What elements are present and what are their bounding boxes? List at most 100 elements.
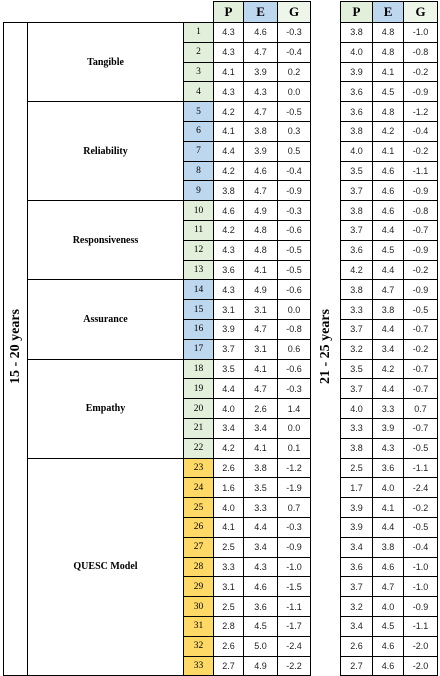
dimension-label: Reliability xyxy=(27,101,184,202)
value-cell: 2.6 xyxy=(213,635,245,657)
value-cell: 1.6 xyxy=(213,477,245,499)
table-row: 13 3.6 4.1 -0.5 4.2 4.4 -0.2 xyxy=(4,259,439,281)
value-cell: 4.7 xyxy=(372,576,405,598)
item-number: 13 xyxy=(182,259,215,281)
value-cell: 4.8 xyxy=(243,219,279,241)
table-row: 26 4.1 4.4 -0.3 3.9 4.4 -0.5 xyxy=(4,516,439,538)
value-cell: 4.5 xyxy=(243,615,279,637)
value-cell: 3.4 xyxy=(243,536,279,558)
value-cell: 3.3 xyxy=(340,417,374,439)
table-row: 25 4.0 3.3 0.7 3.9 4.1 -0.2 xyxy=(4,497,439,518)
value-cell: -0.3 xyxy=(277,22,312,43)
value-cell: 4.1 xyxy=(243,437,279,459)
value-cell: 4.2 xyxy=(372,358,405,380)
item-number: 22 xyxy=(182,437,215,459)
value-cell: 3.6 xyxy=(340,81,374,103)
item-number: 25 xyxy=(182,497,215,518)
table-row: 4 4.3 4.3 0.0 3.6 4.5 -0.9 xyxy=(4,81,439,103)
value-cell: 4.9 xyxy=(243,279,279,301)
item-number: 32 xyxy=(182,635,215,657)
value-cell: 2.7 xyxy=(213,655,245,676)
table-row: 15 - 20 years Tangible 1 4.3 4.6 -0.3 21 - 25 … xyxy=(3,21,439,676)
value-cell: 3.2 xyxy=(340,596,374,617)
value-cell: -0.9 xyxy=(277,536,312,558)
item-number: 15 xyxy=(182,299,215,320)
item-number: 18 xyxy=(182,358,215,380)
item-number: 26 xyxy=(182,516,215,538)
value-cell: -0.8 xyxy=(403,41,439,63)
value-cell: 5.0 xyxy=(243,635,279,657)
item-number: 33 xyxy=(182,655,215,676)
value-cell: 4.2 xyxy=(213,437,245,459)
value-cell: 3.9 xyxy=(340,516,374,538)
value-cell: 0.0 xyxy=(277,299,312,320)
value-cell: 4.8 xyxy=(372,41,405,63)
item-number: 28 xyxy=(182,556,215,578)
value-cell: 4.7 xyxy=(243,180,279,202)
value-cell: 4.4 xyxy=(372,318,405,340)
value-cell: -1.1 xyxy=(403,457,439,479)
value-cell: 4.1 xyxy=(213,120,245,142)
value-cell: 2.6 xyxy=(213,457,245,479)
value-cell: 3.8 xyxy=(340,200,374,221)
item-number: 1 xyxy=(182,22,215,43)
item-number: 30 xyxy=(182,596,215,617)
value-cell: 0.1 xyxy=(277,437,312,459)
value-cell: 3.9 xyxy=(213,318,245,340)
value-cell: 4.1 xyxy=(213,516,245,538)
item-number: 23 xyxy=(182,457,215,479)
value-cell: -1.2 xyxy=(277,457,312,479)
value-cell: 4.8 xyxy=(372,22,405,43)
value-cell: 3.7 xyxy=(340,219,374,241)
value-cell: 3.5 xyxy=(340,160,374,182)
value-cell: 2.6 xyxy=(243,398,279,419)
value-cell: 4.7 xyxy=(243,318,279,340)
value-cell: 4.2 xyxy=(213,219,245,241)
value-cell: 4.6 xyxy=(372,160,405,182)
item-number: 20 xyxy=(182,398,215,419)
item-number: 19 xyxy=(182,378,215,400)
table-row: 29 3.1 4.6 -1.5 3.7 4.7 -1.0 xyxy=(4,576,439,598)
table-row: 22 4.2 4.1 0.1 3.8 4.3 -0.5 xyxy=(4,437,439,459)
age-group-label: 21 - 25 years xyxy=(310,22,342,676)
value-cell: 4.6 xyxy=(372,180,405,202)
value-cell: 3.6 xyxy=(340,556,374,578)
value-cell: 4.3 xyxy=(243,81,279,103)
value-cell: -0.7 xyxy=(403,417,439,439)
value-cell: 0.3 xyxy=(277,120,312,142)
item-number: 16 xyxy=(182,318,215,340)
value-cell: -1.9 xyxy=(277,477,312,499)
value-cell: -0.9 xyxy=(277,180,312,202)
value-cell: 3.3 xyxy=(243,497,279,518)
value-cell: 4.0 xyxy=(213,398,245,419)
value-cell: -0.9 xyxy=(403,596,439,617)
item-number: 29 xyxy=(182,576,215,598)
item-number: 11 xyxy=(182,219,215,241)
value-cell: 3.8 xyxy=(340,437,374,459)
value-cell: 4.2 xyxy=(213,101,245,122)
value-cell: -0.7 xyxy=(403,219,439,241)
value-cell: 0.6 xyxy=(277,338,312,360)
table-row: Reliability 5 4.2 4.7 -0.5 3.6 4.8 -1.2 xyxy=(4,101,439,202)
value-cell: -0.2 xyxy=(403,497,439,518)
value-cell: 4.1 xyxy=(243,358,279,380)
value-cell: -2.0 xyxy=(403,635,439,657)
column-header: P xyxy=(340,1,374,23)
table-row: 17 3.7 3.1 0.6 3.2 3.4 -0.2 xyxy=(4,338,439,360)
value-cell: 4.8 xyxy=(372,101,405,122)
value-cell: 4.4 xyxy=(372,378,405,400)
value-cell: -0.8 xyxy=(277,318,312,340)
value-cell: 4.2 xyxy=(213,160,245,182)
value-cell: 3.1 xyxy=(243,299,279,320)
dimension-label: QUESC Model xyxy=(27,457,184,676)
value-cell: 2.5 xyxy=(213,596,245,617)
value-cell: -0.9 xyxy=(403,180,439,202)
value-cell: -0.3 xyxy=(277,516,312,538)
table-row: Responsiveness 10 4.6 4.9 -0.3 3.8 4.6 -0.8 xyxy=(4,200,439,281)
blank xyxy=(4,2,214,23)
value-cell: 3.9 xyxy=(243,61,279,83)
value-cell: -0.7 xyxy=(403,358,439,380)
value-cell: 3.4 xyxy=(340,536,374,558)
value-cell: -0.2 xyxy=(403,259,439,281)
value-cell: 3.8 xyxy=(243,120,279,142)
